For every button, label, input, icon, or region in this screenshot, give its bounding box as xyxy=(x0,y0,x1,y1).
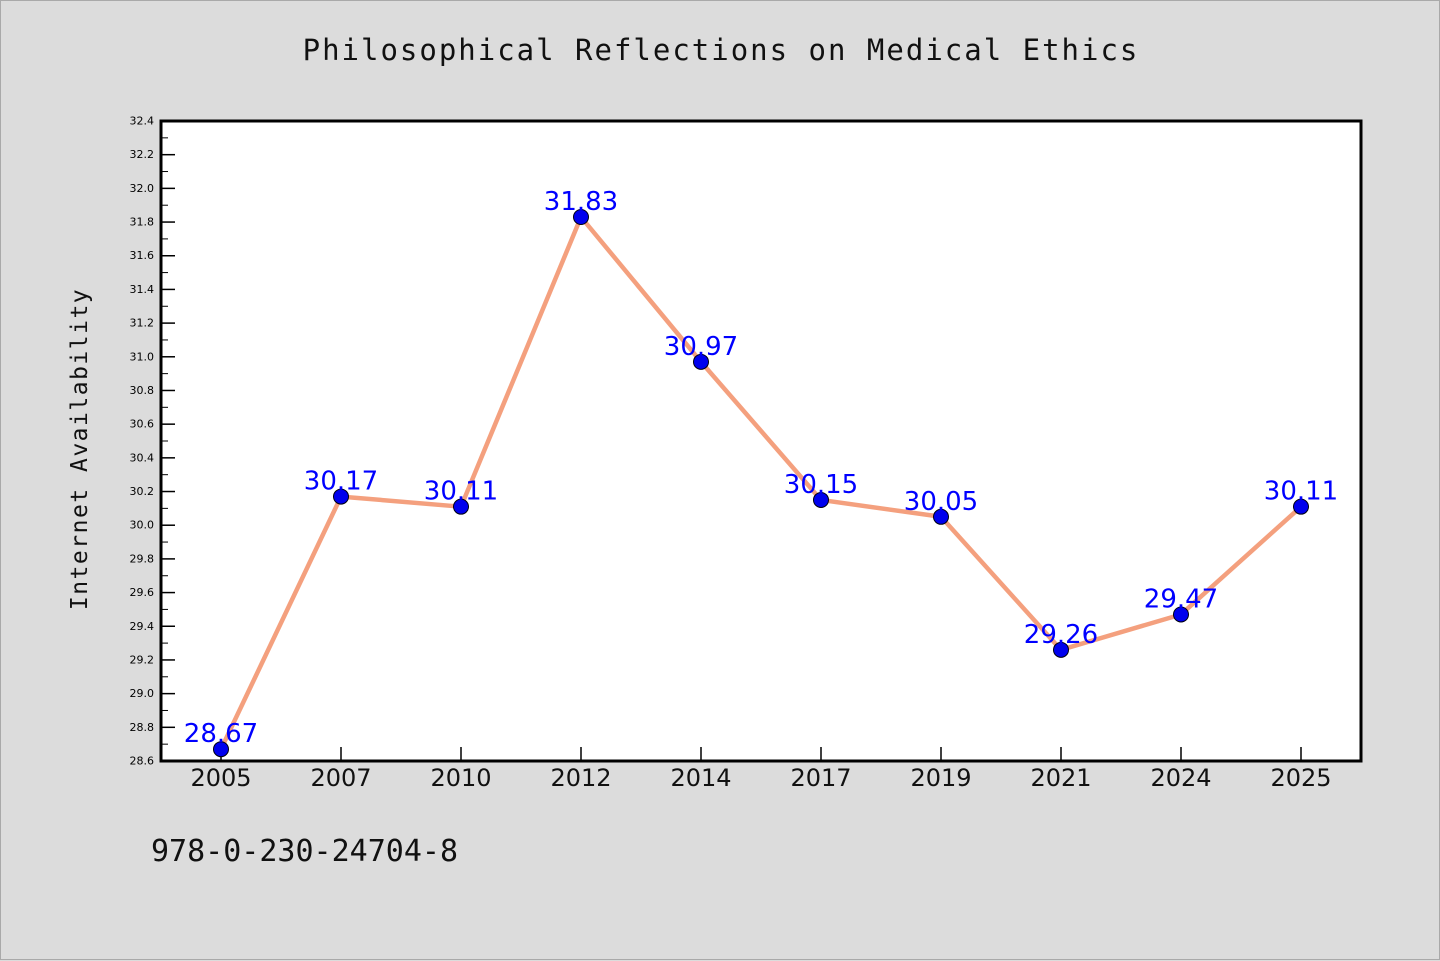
plot-area xyxy=(161,121,1361,761)
data-point xyxy=(693,353,709,370)
x-tick-label: 2010 xyxy=(430,764,491,792)
y-tick-label: 32.2 xyxy=(130,148,155,161)
x-tick-label: 2005 xyxy=(190,764,251,792)
footer-code: 978-0-230-24704-8 xyxy=(151,834,459,869)
y-tick-label: 30.0 xyxy=(130,519,155,532)
x-tick-label: 2007 xyxy=(310,764,371,792)
y-tick-label: 28.8 xyxy=(130,721,155,734)
y-tick-label: 29.2 xyxy=(130,653,155,666)
y-tick-label: 31.2 xyxy=(130,317,155,330)
data-label: 29.26 xyxy=(1024,620,1098,650)
x-tick-label: 2024 xyxy=(1150,764,1211,792)
data-point xyxy=(933,508,949,525)
data-point xyxy=(213,741,229,758)
y-tick-label: 32.4 xyxy=(130,115,155,128)
data-label: 30.15 xyxy=(784,470,858,500)
x-tick-label: 2017 xyxy=(790,764,851,792)
y-tick-label: 29.0 xyxy=(130,687,155,700)
y-tick-label: 30.4 xyxy=(130,451,155,464)
y-tick-label: 31.0 xyxy=(130,350,155,363)
y-tick-label: 30.8 xyxy=(130,384,155,397)
series-line xyxy=(218,214,1303,751)
x-tick-label: 2019 xyxy=(910,764,971,792)
y-tick-label: 29.4 xyxy=(130,620,155,633)
data-point xyxy=(1173,606,1189,623)
y-tick-label: 29.6 xyxy=(130,586,155,599)
data-point xyxy=(453,498,469,515)
x-tick-label: 2021 xyxy=(1030,764,1091,792)
x-tick-label: 2014 xyxy=(670,764,731,792)
y-axis-label: Internet Availability xyxy=(67,288,93,610)
x-tick-label: 2012 xyxy=(550,764,611,792)
y-tick-label: 29.8 xyxy=(130,552,155,565)
data-label: 30.97 xyxy=(664,332,738,362)
x-axis-ticks: 2005 2007 2010 2012 2014 2017 2019 2021 2024 2025 xyxy=(190,747,1332,792)
data-label: 30.17 xyxy=(304,467,378,497)
y-tick-label: 31.8 xyxy=(130,216,155,229)
data-point xyxy=(573,209,589,225)
data-label: 30.11 xyxy=(424,477,498,507)
data-point xyxy=(1293,498,1309,515)
y-tick-label: 30.2 xyxy=(130,485,155,498)
y-tick-label: 31.4 xyxy=(130,283,155,296)
data-label: 30.11 xyxy=(1264,477,1338,507)
data-label: 28.67 xyxy=(184,719,258,749)
y-tick-label: 31.6 xyxy=(130,249,155,262)
y-tick-label: 28.6 xyxy=(130,755,155,768)
data-label: 29.47 xyxy=(1144,584,1218,614)
data-label: 31.83 xyxy=(544,187,618,217)
data-point xyxy=(333,488,349,505)
y-axis-ticks: 28.6 28.8 29.0 29.2 29.4 29.6 29.8 30.0 30.2 30.4… xyxy=(130,115,175,768)
data-point xyxy=(1053,641,1069,658)
chart-title: Philosophical Reflections on Medical Eth… xyxy=(302,33,1140,67)
data-label: 30.05 xyxy=(904,487,978,517)
plot-frame xyxy=(159,119,1363,763)
y-tick-label: 30.6 xyxy=(130,418,155,431)
data-point xyxy=(813,491,829,508)
series-line-group: 28.67 30.17 30.11 31.83 30.97 30.15 30.05 29.26… xyxy=(184,187,1338,758)
x-tick-label: 2025 xyxy=(1270,764,1331,792)
y-tick-label: 32.0 xyxy=(130,182,155,195)
